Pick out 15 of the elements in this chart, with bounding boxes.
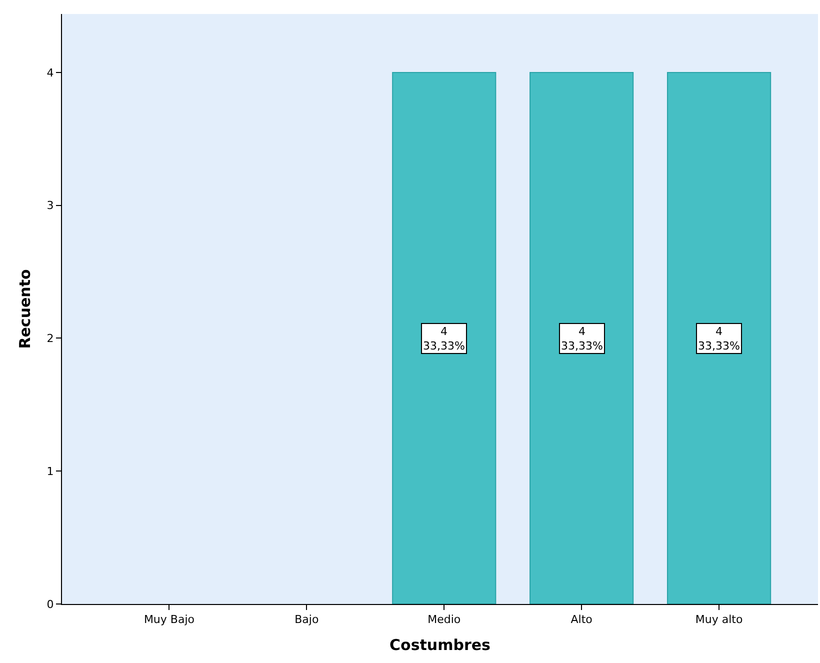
y-tick-label: 4	[46, 66, 54, 80]
data-label: 4 33,33%	[698, 325, 740, 352]
x-tick-label: Medio	[428, 613, 461, 626]
y-tick-label: 3	[46, 199, 54, 212]
y-tick-label: 2	[46, 332, 54, 346]
x-tick-label: Alto	[570, 613, 593, 626]
x-tick-label: Muy Bajo	[144, 613, 195, 626]
data-label: 4 33,33%	[423, 325, 465, 352]
y-tick-label: 0	[46, 598, 54, 611]
x-tick-label: Muy alto	[695, 613, 743, 626]
data-label: 4 33,33%	[561, 325, 603, 352]
x-axis-title: Costumbres	[390, 636, 491, 654]
y-tick-label: 1	[46, 464, 54, 478]
y-axis-title: Recuento	[16, 269, 34, 349]
x-tick-label: Bajo	[294, 613, 319, 626]
